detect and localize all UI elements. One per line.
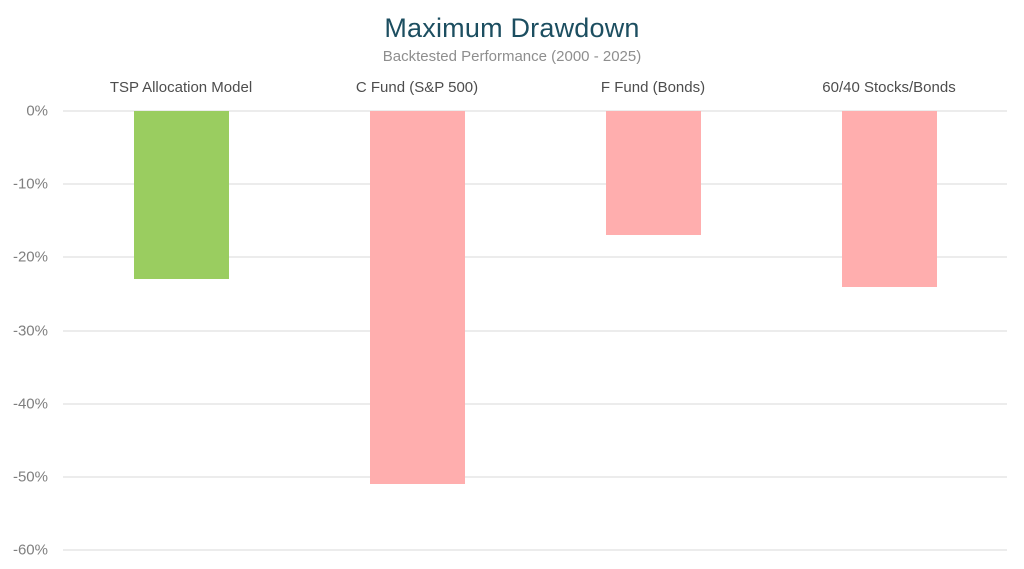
gridline (63, 329, 1007, 332)
category-label: C Fund (S&P 500) (355, 79, 479, 96)
y-axis-tick-label: -30% (12, 322, 48, 339)
y-axis-tick-label: -60% (12, 541, 48, 559)
gridline (63, 256, 1007, 259)
y-axis-tick-label: -10% (12, 175, 48, 193)
bar-f-fund-bonds (605, 111, 701, 236)
category-label: TSP Allocation Model (109, 79, 253, 96)
y-axis-tick-label: -40% (12, 395, 48, 413)
category-label: F Fund (Bonds) (600, 79, 706, 96)
y-axis-tick-label: 0% (26, 102, 48, 120)
plot-area (63, 110, 1007, 551)
bar-tsp-allocation-model (133, 111, 229, 280)
y-axis-tick-label: -50% (12, 468, 48, 486)
y-axis-tick-label: -20% (12, 248, 48, 266)
gridline (63, 549, 1007, 551)
gridline (63, 402, 1007, 405)
category-label-row: TSP Allocation Model C Fund (S&P 500) F Fu… (63, 79, 1007, 99)
gridline (63, 110, 1007, 112)
gridline (63, 183, 1007, 186)
bar-60-40-stocks-bonds (841, 111, 937, 287)
bar-c-fund-s-p-500 (369, 111, 465, 485)
gridline (63, 475, 1007, 478)
y-axis-labels: 0% -10% -20% -30% -40% -50% -60% (0, 103, 48, 559)
chart-subtitle: Backtested Performance (2000 - 2025) (382, 48, 642, 65)
category-label: 60/40 Stocks/Bonds (822, 79, 956, 96)
chart-title: Maximum Drawdown (384, 13, 640, 43)
